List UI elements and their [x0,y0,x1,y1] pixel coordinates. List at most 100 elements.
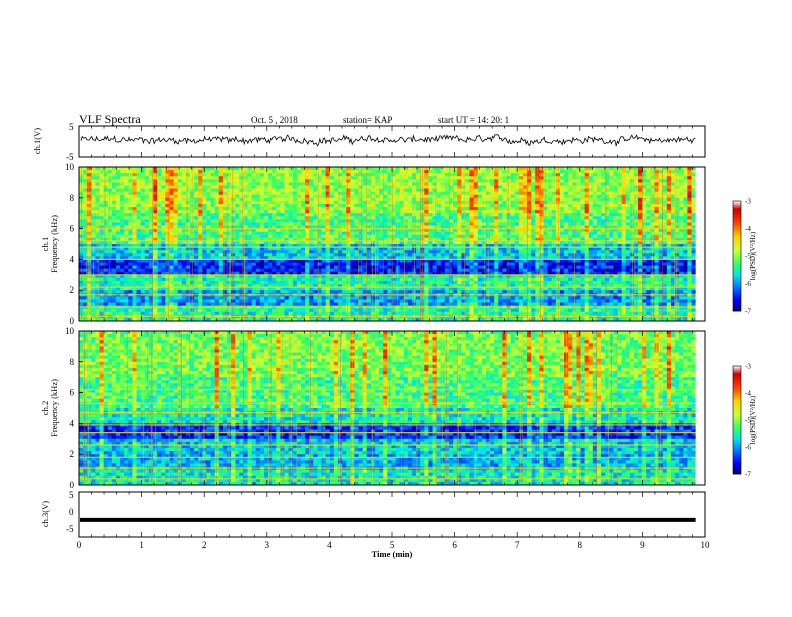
spectrogram-cell [292,250,298,254]
spectrogram-cell [596,216,602,220]
spectrogram-cell [268,200,273,205]
spectrogram-cell [337,259,343,263]
spectrogram-cell [642,247,647,251]
spectrogram-cell [268,262,273,266]
spectrogram-cell [181,170,187,174]
spectrogram-cell [132,216,137,220]
spectrogram-cell [601,256,606,260]
spectrogram-cell [157,231,162,236]
spectrogram-cell [157,197,162,202]
spectrogram-cell [362,182,368,186]
spectrogram-cell [444,213,450,217]
spectrogram-cell [646,228,651,233]
spectrogram-cell [547,253,553,257]
spectrogram-cell [99,200,105,205]
spectrogram-cell [518,222,524,226]
spectrogram-cell [231,203,236,208]
spectrogram-cell [617,244,623,248]
spectrogram-cell [654,207,660,211]
spectrogram-cell [576,222,581,226]
spectrogram-cell [568,194,573,199]
spectrogram-cell [461,191,466,196]
spectrogram-cell [239,219,244,223]
spectrogram-cell [132,234,137,239]
spectrogram-cell [317,191,322,196]
spectrogram-cell [514,179,520,183]
spectrogram-cell [305,259,310,263]
spectrogram-cell [506,231,512,236]
spectrogram-cell [403,216,409,220]
spectrogram-cell [288,250,294,254]
spectrogram-cell [173,210,179,214]
spectrogram-cell [120,231,125,236]
spectrogram-cell [296,262,302,266]
spectrogram-cell [576,170,581,174]
spectrogram-cell [551,185,557,189]
spectrogram-cell [87,185,92,189]
spectrogram-cell [621,247,627,251]
spectrogram-cell [222,197,228,202]
spectrogram-cell [568,237,573,242]
spectrogram-cell [679,225,684,229]
spectrogram-cell [473,167,479,171]
spectrogram-cell [642,210,647,214]
spectrogram-cell [399,222,405,226]
spectrogram-cell [646,213,651,217]
spectrogram-cell [465,225,470,229]
spectrogram-cell [284,207,290,211]
spectrogram-cell [527,207,532,211]
spectrogram-cell [140,216,146,220]
spectrogram-cell [498,213,503,217]
spectrogram-cell [687,253,692,257]
spectrogram-cell [461,250,466,254]
spectrogram-cell [83,200,88,205]
spectrogram-cell [198,268,203,273]
spectrogram-cell [333,170,339,174]
spectrogram-cell [317,188,322,193]
spectrogram-cell [416,247,421,251]
spectrogram-cell [161,167,166,171]
spectrogram-cell [621,207,627,211]
spectrogram-cell [222,228,228,233]
spectrogram-cell [584,191,590,196]
spectrogram-cell [576,256,581,260]
spectrogram-cell [157,191,162,196]
spectrogram-cell [103,219,109,223]
spectrogram-cell [633,222,639,226]
spectrogram-cell [403,185,409,189]
spectrogram-cell [391,234,396,239]
spectrogram-cell [87,194,92,199]
spectrogram-cell [87,182,92,186]
spectrogram-cell [568,182,573,186]
spectrogram-cell [255,231,261,236]
spectrogram-cell [522,234,528,239]
spectrogram-cell [403,194,409,199]
spectrogram-cell [670,265,676,270]
spectrogram-cell [436,194,442,199]
spectrogram-cell [198,250,203,254]
spectrogram-cell [691,203,697,208]
spectrogram-cell [120,253,125,257]
spectrogram-cell [95,228,100,233]
spectrogram-cell [300,228,306,233]
spectrogram-cell [498,259,503,263]
spectrogram-cell [243,259,248,263]
spectrogram-cell [658,228,664,233]
spectrogram-cell [329,207,335,211]
spectrogram-cell [333,216,339,220]
spectrogram-cell [403,176,409,180]
spectrogram-cell [132,219,137,223]
spectrogram-cell [288,219,294,223]
spectrogram-cell [247,219,253,223]
spectrogram-cell [350,167,355,171]
spectrogram-cell [539,247,544,251]
spectrogram-cell [506,213,512,217]
spectrogram-cell [617,179,623,183]
spectrogram-cell [202,210,207,214]
spectrogram-cell [362,240,368,245]
spectrogram-cell [691,207,697,211]
spectrogram-cell [625,207,631,211]
spectrogram-cell [617,167,623,171]
spectrogram-cell [592,216,598,220]
spectrogram-cell [531,253,536,257]
